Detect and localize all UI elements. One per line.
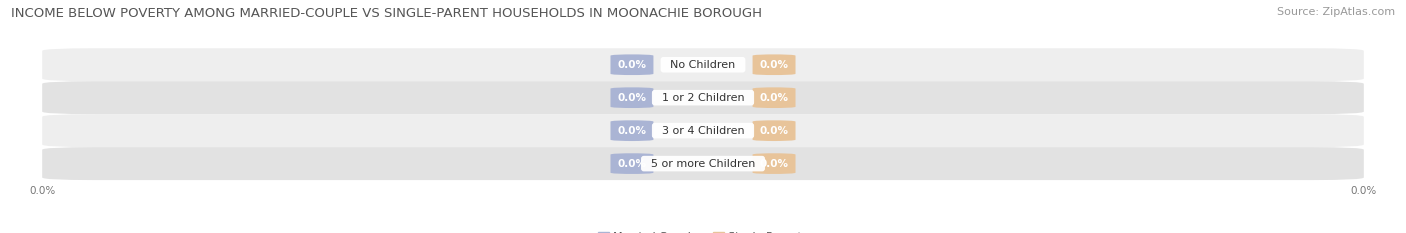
FancyBboxPatch shape xyxy=(610,153,654,174)
Legend: Married Couples, Single Parents: Married Couples, Single Parents xyxy=(593,227,813,233)
FancyBboxPatch shape xyxy=(42,147,1364,180)
FancyBboxPatch shape xyxy=(752,87,796,108)
Text: 0.0%: 0.0% xyxy=(759,93,789,103)
FancyBboxPatch shape xyxy=(752,54,796,75)
FancyBboxPatch shape xyxy=(610,54,654,75)
FancyBboxPatch shape xyxy=(42,114,1364,147)
Text: 0.0%: 0.0% xyxy=(617,93,647,103)
FancyBboxPatch shape xyxy=(42,48,1364,81)
FancyBboxPatch shape xyxy=(42,81,1364,114)
Text: 3 or 4 Children: 3 or 4 Children xyxy=(655,126,751,136)
FancyBboxPatch shape xyxy=(752,153,796,174)
Text: 0.0%: 0.0% xyxy=(759,60,789,70)
Text: 1 or 2 Children: 1 or 2 Children xyxy=(655,93,751,103)
Text: INCOME BELOW POVERTY AMONG MARRIED-COUPLE VS SINGLE-PARENT HOUSEHOLDS IN MOONACH: INCOME BELOW POVERTY AMONG MARRIED-COUPL… xyxy=(11,7,762,20)
FancyBboxPatch shape xyxy=(752,120,796,141)
FancyBboxPatch shape xyxy=(610,87,654,108)
Text: No Children: No Children xyxy=(664,60,742,70)
Text: 0.0%: 0.0% xyxy=(617,60,647,70)
FancyBboxPatch shape xyxy=(610,120,654,141)
Text: 0.0%: 0.0% xyxy=(617,159,647,169)
Text: 0.0%: 0.0% xyxy=(759,159,789,169)
Text: 0.0%: 0.0% xyxy=(759,126,789,136)
Text: Source: ZipAtlas.com: Source: ZipAtlas.com xyxy=(1277,7,1395,17)
Text: 5 or more Children: 5 or more Children xyxy=(644,159,762,169)
Text: 0.0%: 0.0% xyxy=(617,126,647,136)
